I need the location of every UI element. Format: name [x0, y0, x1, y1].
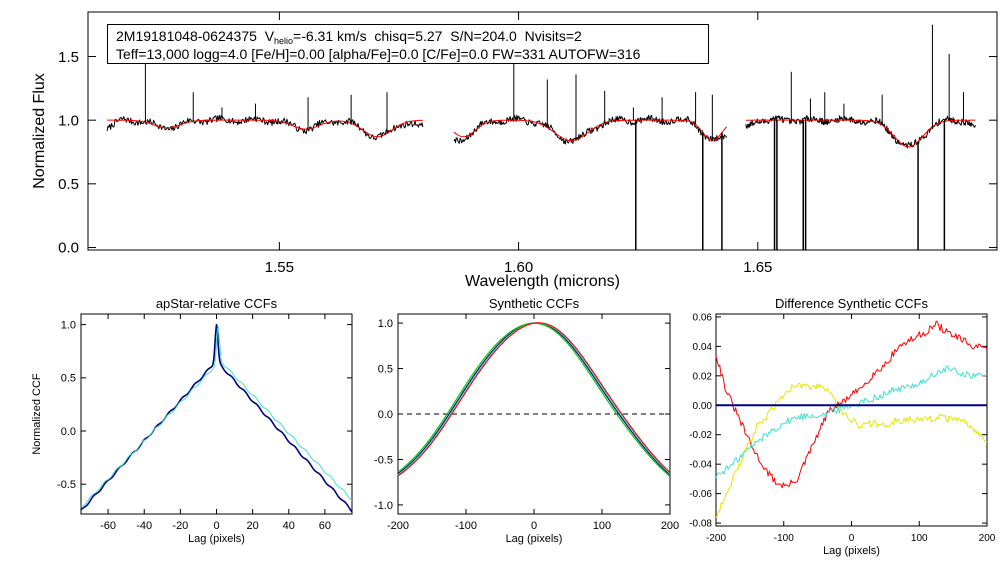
star-id: 2M19181048-0624375 — [116, 28, 257, 44]
diff-series-yellow — [715, 382, 988, 518]
x-tick-label: 1.60 — [504, 259, 533, 276]
model-spectrum-segment — [107, 119, 423, 138]
x-tick-label: 100 — [593, 520, 611, 532]
y-tick-label: -0.02 — [689, 430, 712, 441]
x-tick-label: 1.55 — [265, 259, 294, 276]
y-tick-label: -0.04 — [689, 460, 712, 471]
observed-spectrum-segment — [106, 114, 424, 141]
x-tick-label: -40 — [136, 520, 152, 532]
x-tick-label: -20 — [172, 520, 188, 532]
sn-value: S/N=204.0 — [450, 28, 517, 44]
spectrum-info-box: 2M19181048-0624375 Vhelio=-6.31 km/s chi… — [107, 24, 709, 64]
x-tick-label: -200 — [387, 520, 409, 532]
synthetic-title: Synthetic CCFs — [489, 296, 580, 311]
x-tick-label: 200 — [661, 520, 679, 532]
x-tick-label: 1.65 — [743, 259, 772, 276]
chisq-value: chisq=5.27 — [374, 28, 443, 44]
y-tick-label: 1.0 — [378, 318, 393, 330]
apstar-x-axis-label: Lag (pixels) — [188, 533, 245, 545]
spectrum-plot: 1.55 1.60 1.65 0.0 0.5 1.0 1.5 Wavelength (micr… — [31, 11, 998, 290]
x-tick-label: 100 — [911, 533, 928, 544]
x-tick-label: -60 — [100, 520, 116, 532]
y-tick-label: 0.0 — [61, 426, 76, 438]
x-tick-label: 60 — [319, 520, 331, 532]
x-tick-label: -100 — [774, 533, 794, 544]
y-tick-label: -1.0 — [374, 500, 393, 512]
apstar-y-axis-label: Normalized CCF — [31, 373, 43, 455]
spectrum-x-axis-label: Wavelength (microns) — [465, 273, 620, 290]
ccf-series-red — [397, 322, 671, 477]
x-tick-label: 20 — [247, 520, 259, 532]
difference-title: Difference Synthetic CCFs — [775, 296, 928, 311]
x-tick-label: 200 — [979, 533, 996, 544]
y-tick-label: 0.5 — [378, 363, 393, 375]
y-tick-label: -0.08 — [689, 519, 712, 530]
x-tick-label: -100 — [455, 520, 477, 532]
model-spectrum-segment — [745, 119, 976, 148]
x-tick-label: 40 — [283, 520, 295, 532]
x-tick-label: 0 — [531, 520, 537, 532]
velocity-subscript: helio — [274, 36, 294, 46]
x-tick-label: 0 — [213, 520, 219, 532]
velocity-label: V — [264, 28, 275, 44]
y-tick-label: 1.0 — [58, 112, 79, 129]
difference-ccf-plot: -200 -100 0 100 200 -0.08 -0.06 -0.04 -0.02 0.00 0… — [689, 296, 996, 557]
apstar-title: apStar-relative CCFs — [156, 296, 278, 311]
spectrum-axes-frame — [87, 11, 998, 251]
y-tick-label: -0.5 — [57, 479, 76, 491]
ccf-series-cyan — [80, 326, 353, 508]
y-tick-label: 0.02 — [693, 371, 713, 382]
y-tick-label: 0.04 — [693, 342, 713, 353]
ccf-series-navy — [80, 323, 353, 513]
y-tick-label: 1.0 — [61, 319, 76, 331]
y-tick-label: 1.5 — [58, 49, 79, 66]
nvisits-value: Nvisits=2 — [524, 28, 582, 44]
synthetic-ccf-plot: -200 -100 0 100 200 -1.0 -0.5 0.0 0.5 1.0 Syntheti… — [374, 296, 679, 545]
observed-spectrum-segment — [745, 115, 976, 149]
y-tick-label: -0.5 — [374, 454, 393, 466]
synthetic-x-axis-label: Lag (pixels) — [506, 533, 563, 545]
y-tick-label: 0.5 — [58, 176, 79, 193]
x-tick-label: -200 — [706, 533, 726, 544]
apstar-ccf-plot: -60 -40 -20 0 20 40 60 -0.5 0.0 0.5 1.0 apStar-rela… — [31, 296, 353, 545]
y-tick-label: 0.0 — [58, 240, 79, 257]
y-tick-label: 0.5 — [61, 373, 76, 385]
difference-x-axis-label: Lag (pixels) — [823, 545, 880, 557]
diff-series-red — [715, 320, 988, 489]
y-tick-label: 0.00 — [693, 401, 713, 412]
model-spectrum-segment — [453, 119, 728, 142]
y-tick-label: 0.0 — [378, 409, 393, 421]
velocity-value: =-6.31 km/s — [293, 28, 367, 44]
y-tick-label: 0.06 — [693, 312, 713, 323]
x-tick-label: 0 — [849, 533, 855, 544]
info-line-1: 2M19181048-0624375 Vhelio=-6.31 km/s chi… — [116, 28, 708, 46]
info-line-2: Teff=13,000 logg=4.0 [Fe/H]=0.00 [alpha/… — [116, 46, 641, 62]
spectrum-y-axis-label: Normalized Flux — [31, 73, 48, 189]
y-tick-label: -0.06 — [689, 489, 712, 500]
observed-spectrum-segment — [453, 114, 728, 145]
